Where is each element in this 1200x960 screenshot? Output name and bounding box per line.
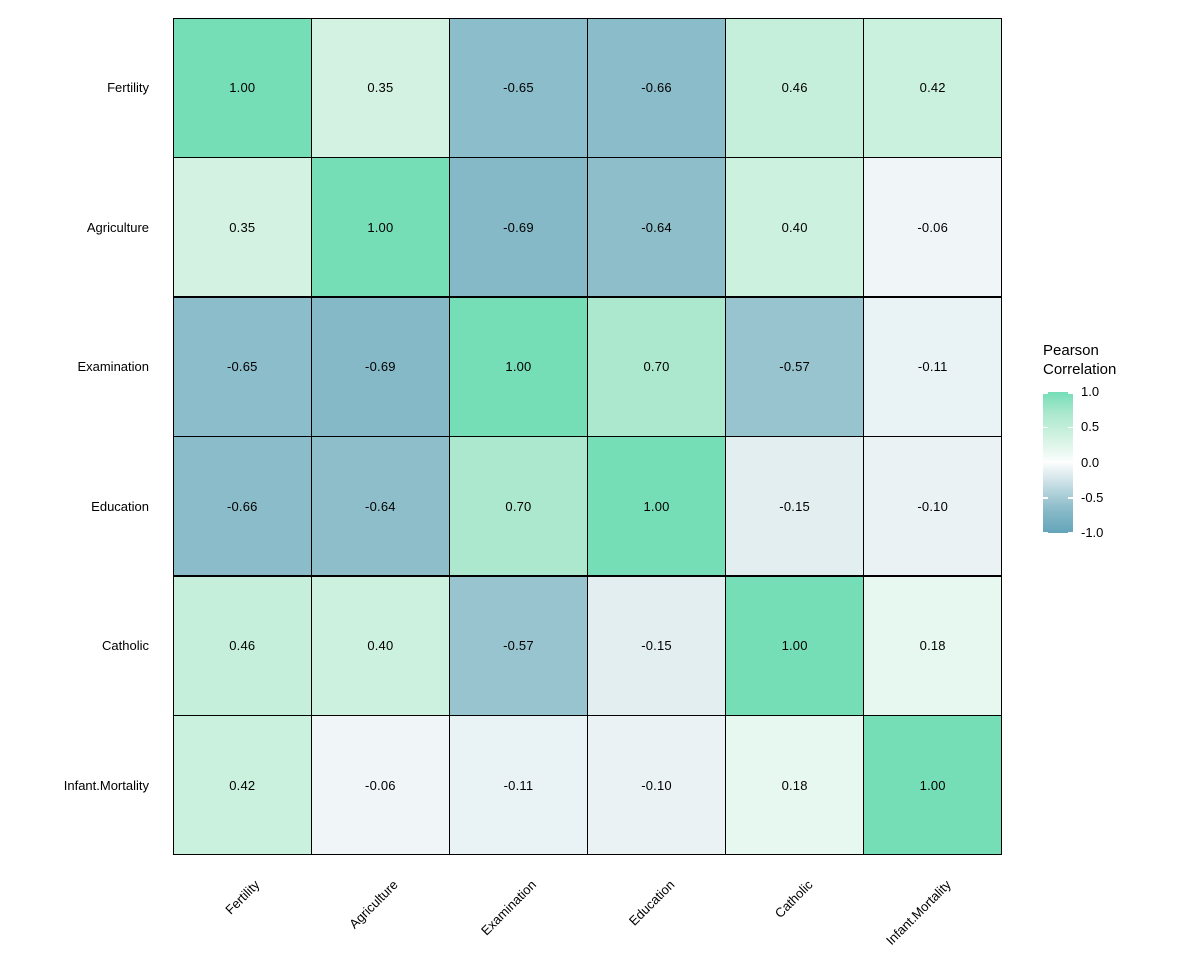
heatmap-cell: 0.42 (174, 716, 311, 854)
heatmap-cell: 0.42 (864, 19, 1001, 157)
heatmap-cell: -0.10 (588, 716, 725, 854)
x-axis-label: Catholic (771, 877, 816, 921)
x-axis-label: Fertility (222, 877, 263, 918)
heatmap-cell: 1.00 (726, 576, 863, 715)
legend-tick-mark (1043, 497, 1048, 499)
legend-tick-mark (1043, 461, 1048, 464)
heatmap-cell: -0.15 (588, 576, 725, 715)
heatmap-grid: 1.00 0.35 -0.65 -0.66 0.46 0.42 0.35 1.00 -0.69-… (173, 18, 1002, 855)
legend-tick-label: 0.0 (1081, 454, 1100, 470)
heatmap-cell: -0.65 (174, 297, 311, 436)
heatmap-cell: 0.46 (174, 576, 311, 715)
heatmap-cell: 0.70 (450, 437, 587, 576)
heatmap-cell: -0.06 (312, 716, 449, 854)
heatmap-cell: 0.35 (174, 158, 311, 297)
legend-tick-label: 1.0 (1081, 384, 1100, 399)
heatmap-cell: 0.18 (864, 576, 1001, 715)
heatmap-cell: 1.00 (588, 437, 725, 576)
legend-tick-mark (1043, 531, 1048, 533)
heatmap-cell: 0.18 (726, 716, 863, 854)
heatmap-cell: -0.66 (588, 19, 725, 157)
heatmap-cell: 0.35 (312, 19, 449, 157)
heatmap-cell: -0.10 (864, 437, 1001, 576)
heatmap-cell: 0.70 (588, 297, 725, 436)
heatmap-cell: 0.46 (726, 19, 863, 157)
legend-tick-label: -1.0 (1081, 525, 1104, 540)
legend-tick-mark (1068, 531, 1073, 533)
x-axis-label: Education (625, 877, 678, 929)
heatmap-cell: -0.06 (864, 158, 1001, 297)
heatmap-cell: 1.00 (312, 158, 449, 297)
legend-title-line2: Correlation (1043, 361, 1117, 378)
heatmap-cell: -0.57 (450, 576, 587, 715)
x-axis-label: Infant.Mortality (882, 877, 954, 948)
x-axis-label: Examination (477, 877, 540, 939)
legend-colorbar-wrap: 1.0 0.5 0.0 -0.5 -1.0 (1043, 385, 1103, 540)
x-axis-label: Agriculture (346, 877, 401, 932)
legend-tick-label: -0.5 (1081, 489, 1104, 505)
legend-tick-label: 0.5 (1081, 419, 1100, 435)
legend-title: Pearson Correlation (1043, 341, 1193, 379)
legend-tick-mark (1068, 497, 1073, 499)
heatmap-cell: 0.40 (726, 158, 863, 297)
legend-title-line1: Pearson (1043, 342, 1099, 359)
legend-tick-mark (1068, 461, 1073, 464)
heatmap-cell: 1.00 (174, 19, 311, 157)
heatmap-cell: -0.11 (864, 297, 1001, 436)
heatmap-cell: -0.69 (312, 297, 449, 436)
heatmap-cell: -0.65 (450, 19, 587, 157)
y-axis-labels: Fertility Agriculture Examination Education… (63, 80, 149, 793)
heatmap-cell: -0.64 (312, 437, 449, 576)
legend: Pearson Correlation 1.0 0.5 0.0 -0.5 -1.0 (1043, 341, 1193, 540)
heatmap-cell: -0.64 (588, 158, 725, 297)
heatmap-cell: -0.57 (726, 297, 863, 436)
legend-tick-mark (1043, 426, 1048, 428)
legend-tick-mark (1043, 392, 1048, 394)
heatmap-cell: -0.11 (450, 716, 587, 854)
legend-tick-mark (1068, 426, 1073, 428)
heatmap-cell: 1.00 (450, 297, 587, 436)
heatmap-cell: -0.69 (450, 158, 587, 297)
heatmap-cell: -0.66 (174, 437, 311, 576)
heatmap-cell: 0.40 (312, 576, 449, 715)
legend-tick-mark (1068, 392, 1073, 394)
heatmap-cell: -0.15 (726, 437, 863, 576)
heatmap-cell: 1.00 (864, 716, 1001, 854)
